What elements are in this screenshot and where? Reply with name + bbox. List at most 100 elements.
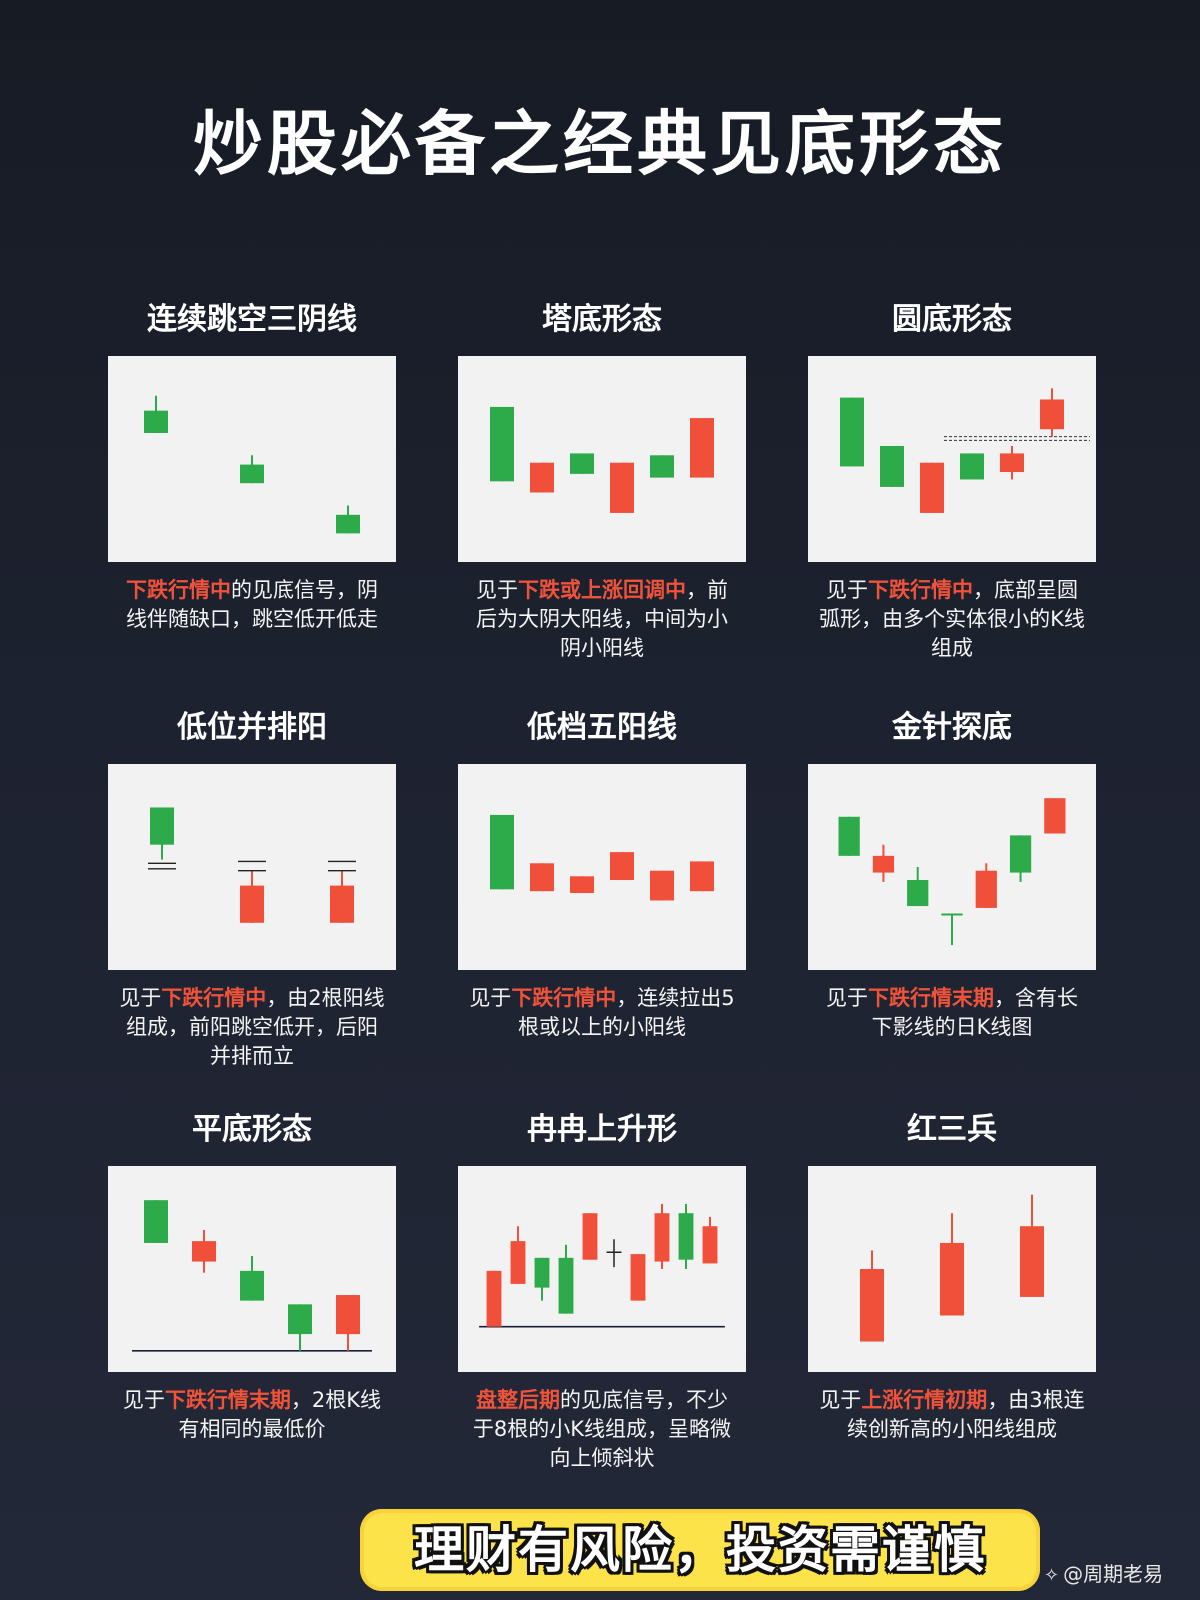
pattern-card: 塔底形态 见于下跌或上涨回调中，前后为大阴大阳线，中间为小阴小阳线: [458, 300, 746, 663]
candle-body: [975, 870, 997, 908]
pattern-description: 下跌行情中的见底信号，阴线伴随缺口，跳空低开低走: [108, 576, 396, 634]
description-highlight: 下跌行情中: [126, 578, 231, 602]
candle-body: [490, 406, 514, 482]
candle-body: [872, 855, 895, 873]
pattern-description: 见于下跌或上涨回调中，前后为大阴大阳线，中间为小阴小阳线: [458, 576, 746, 663]
candle: [240, 455, 264, 484]
candle: [144, 395, 168, 433]
pattern-description: 见于下跌行情末期，2根K线有相同的最低价: [108, 1386, 396, 1444]
description-text: ，底部呈圆弧形，由多个实体很小的K线组成: [819, 578, 1085, 660]
risk-warning-text: 理财有风险，投资需谨慎: [414, 1521, 986, 1579]
candle: [630, 1254, 646, 1301]
candle: [1009, 835, 1032, 882]
candle-body: [534, 1257, 550, 1288]
candle-body: [530, 863, 554, 892]
candle: [558, 1244, 574, 1314]
candle-body: [1000, 453, 1024, 473]
pattern-title: 圆底形态: [892, 302, 1012, 337]
pattern-card: 金针探底 见于下跌行情末期，含有长下影线的日K线图: [808, 708, 1096, 1042]
candle: [610, 462, 634, 513]
candle: [690, 418, 714, 478]
candle-body: [582, 1213, 598, 1260]
pattern-title: 低档五阳线: [527, 710, 677, 745]
description-highlight: 下跌行情中: [511, 986, 617, 1010]
description-text: 见于: [469, 986, 512, 1010]
candle-body: [960, 453, 984, 480]
candle-body: [570, 876, 594, 894]
candlestick-chart: [808, 764, 1096, 970]
description-text: 见于: [122, 1388, 165, 1412]
candle-body: [838, 816, 860, 856]
candle-body: [192, 1241, 216, 1262]
candle: [486, 1270, 502, 1327]
candle: [148, 807, 176, 870]
candle-body: [690, 861, 714, 892]
description-text: ，含有长下影线的日K线图: [871, 986, 1078, 1039]
pattern-title: 连续跳空三阴线: [147, 302, 357, 337]
pattern-card: 低档五阳线 见于下跌行情中，连续拉出5根或以上的小阳线: [458, 708, 746, 1042]
pattern-title: 金针探底: [892, 710, 1012, 745]
candle: [336, 1295, 360, 1351]
description-text: 见于: [826, 578, 868, 602]
candle-body: [880, 445, 904, 487]
pattern-card: 圆底形态见于下跌行情中，底部呈圆弧形，由多个实体很小的K线组成: [808, 300, 1096, 663]
pattern-title: 冉冉上升形: [527, 1112, 677, 1147]
candle-body: [650, 870, 674, 901]
candle: [650, 455, 674, 478]
pattern-title: 低位并排阳: [177, 710, 327, 745]
candle: [690, 861, 714, 892]
candle: [1020, 1194, 1044, 1297]
candle-body: [330, 885, 354, 923]
page-title: 炒股必备之经典见底形态: [193, 103, 1007, 185]
candle: [570, 453, 594, 474]
pattern-card: 连续跳空三阴线下跌行情中的见底信号，阴线伴随缺口，跳空低开低走: [108, 300, 396, 634]
candle-body: [702, 1226, 718, 1264]
candlestick-chart: [808, 356, 1096, 562]
candle: [288, 1304, 312, 1351]
candle: [960, 453, 984, 480]
candle: [336, 505, 360, 534]
candle-body: [490, 814, 514, 890]
candle-body: [920, 462, 944, 513]
candle-body: [1009, 835, 1032, 873]
candle: [907, 867, 929, 907]
candlestick-chart: [458, 1166, 746, 1372]
pattern-description: 见于下跌行情中，底部呈圆弧形，由多个实体很小的K线组成: [808, 576, 1096, 663]
candlestick-chart: [808, 1166, 1096, 1372]
candle: [872, 844, 895, 882]
description-highlight: 下跌或上涨回调中: [518, 578, 686, 602]
candle-body: [678, 1213, 694, 1260]
candle: [702, 1216, 718, 1264]
candle-body: [144, 410, 168, 433]
candle: [650, 870, 674, 901]
description-text: ，由2根阳线组成，前阳跳空低开，后阳并排而立: [126, 986, 385, 1068]
candle: [192, 1229, 216, 1273]
candle-body: [144, 1200, 168, 1243]
candle-body: [630, 1254, 646, 1301]
candle-body: [940, 1242, 964, 1316]
description-text: ，由3根连续创新高的小阳线组成: [847, 1388, 1085, 1441]
candle: [880, 445, 904, 487]
sparkle-icon: ✧: [1044, 1565, 1060, 1586]
risk-warning-banner: 理财有风险，投资需谨慎: [360, 1509, 1040, 1591]
candle: [240, 1255, 264, 1301]
description-text: 见于: [476, 578, 518, 602]
candle: [534, 1257, 550, 1301]
pattern-card: 冉冉上升形盘整后期的见底信号，不少于8根的小K线组成，呈略微向上倾斜状: [458, 1110, 746, 1473]
candle: [920, 462, 944, 513]
candle: [838, 816, 860, 856]
candle-body: [650, 455, 674, 478]
pattern-description: 见于上涨行情初期，由3根连续创新高的小阳线组成: [808, 1386, 1096, 1444]
candle-body: [336, 514, 360, 534]
description-text: 见于: [819, 1388, 862, 1412]
candle: [530, 462, 554, 493]
description-text: ，前后为大阴大阳线，中间为小阴小阳线: [476, 578, 728, 660]
pattern-description: 盘整后期的见底信号，不少于8根的小K线组成，呈略微向上倾斜状: [458, 1386, 746, 1473]
candle: [238, 860, 266, 923]
description-highlight: 下跌行情末期: [164, 1388, 291, 1412]
candle: [490, 406, 514, 482]
pattern-title: 平底形态: [192, 1112, 312, 1147]
candle-body: [240, 1270, 264, 1301]
candle-body: [240, 464, 264, 484]
candle: [144, 1200, 168, 1243]
